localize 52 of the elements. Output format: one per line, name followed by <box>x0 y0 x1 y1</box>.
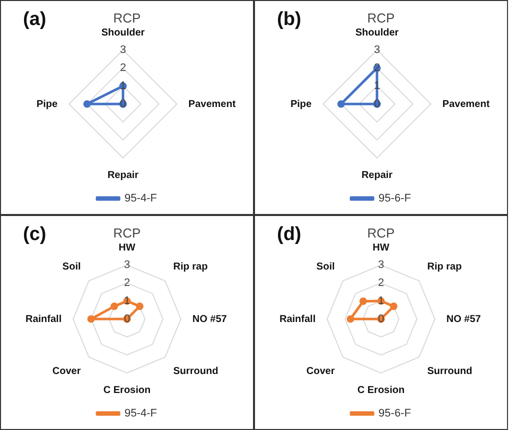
y-tick-label: 1 <box>124 295 130 308</box>
spoke-label: Surround <box>427 366 472 377</box>
y-tick-label: 3 <box>378 259 384 272</box>
text: (c) <box>23 224 46 246</box>
y-tick-label: 3 <box>124 259 130 272</box>
legend-label: 95-4-F <box>124 408 158 420</box>
spoke-label: Pavement <box>188 98 236 110</box>
text: (b) <box>277 9 302 31</box>
chart-title: RCP <box>113 225 141 240</box>
y-tick-label: 2 <box>378 277 384 290</box>
legend-label: 95-6-F <box>378 408 412 420</box>
spoke-label: Pipe <box>36 98 58 110</box>
legend-label: 95-4-F <box>124 192 158 205</box>
spoke-label: Rip rap <box>173 262 208 273</box>
spoke-label: Soil <box>316 262 335 273</box>
spoke-label: Shoulder <box>355 27 399 38</box>
y-tick-label: 2 <box>374 62 380 74</box>
y-tick-label: 2 <box>120 62 126 74</box>
y-tick-label: 0 <box>378 313 384 326</box>
chart-title: RCP <box>367 10 395 26</box>
spoke-label: Rainfall <box>279 314 316 325</box>
spoke-label: NO #57 <box>446 314 482 325</box>
spoke-label: Pavement <box>442 98 490 110</box>
y-tick-label: 0 <box>124 313 130 326</box>
chart-title: RCP <box>113 10 141 26</box>
chart-title: RCP <box>367 225 395 240</box>
spoke-label: Repair <box>361 170 393 182</box>
y-tick-label: 1 <box>374 80 380 92</box>
y-tick-label: 0 <box>120 98 126 110</box>
text: (a) <box>23 9 46 31</box>
y-tick-label: 3 <box>374 44 380 56</box>
spoke-label: NO #57 <box>192 314 228 325</box>
spoke-label: Surround <box>173 366 218 377</box>
spoke-label: Rip rap <box>427 262 462 273</box>
y-tick-label: 0 <box>374 98 380 110</box>
y-tick-label: 1 <box>378 295 384 308</box>
spoke-label: Shoulder <box>101 27 145 38</box>
legend-label: 95-6-F <box>378 192 412 205</box>
spoke-label: Cover <box>306 366 335 377</box>
spoke-label: C Erosion <box>357 385 405 396</box>
y-tick-label: 3 <box>120 44 126 56</box>
spoke-label: Soil <box>62 262 81 273</box>
spoke-label: C Erosion <box>103 385 151 396</box>
spoke-label: HW <box>118 242 136 254</box>
spoke-label: HW <box>372 242 390 254</box>
spoke-label: Cover <box>52 366 81 377</box>
spoke-label: Repair <box>107 170 139 182</box>
spoke-label: Rainfall <box>25 314 62 325</box>
spoke-label: Pipe <box>290 98 312 110</box>
y-tick-label: 1 <box>120 80 126 92</box>
y-tick-label: 2 <box>124 277 130 290</box>
text: (d) <box>277 224 302 246</box>
